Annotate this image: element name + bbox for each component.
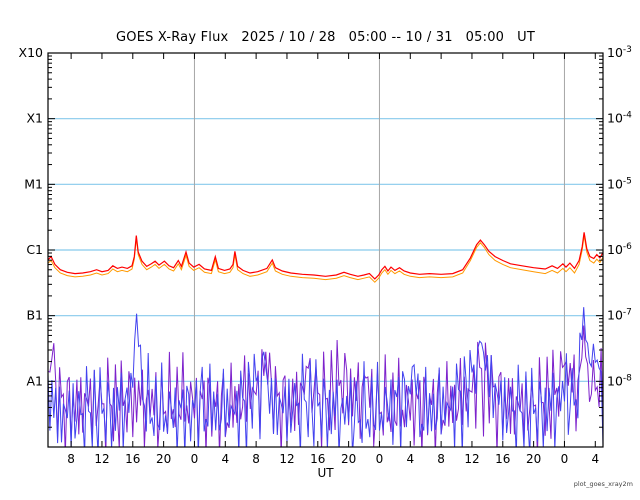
x-tick-label: 0 — [376, 452, 384, 466]
y-right-label: 10-7 — [607, 308, 632, 323]
x-tick-label: 4 — [406, 452, 414, 466]
x-tick-label: 16 — [310, 452, 325, 466]
y-left-label: B1 — [26, 308, 43, 323]
y-right-label: 10-4 — [607, 111, 632, 126]
x-tick-label: 16 — [495, 452, 510, 466]
y-left-label: X10 — [19, 45, 44, 60]
x-tick-label: 20 — [341, 452, 356, 466]
x-tick-label: 0 — [561, 452, 569, 466]
series-xray-long-secondary — [48, 235, 603, 283]
x-tick-label: 8 — [437, 452, 445, 466]
series-xray-short-primary — [48, 307, 603, 447]
watermark-text: plot_goes_xray2m — [573, 480, 633, 488]
x-tick-label: 4 — [221, 452, 229, 466]
y-right-label: 10-6 — [607, 242, 632, 257]
y-left-label: M1 — [24, 176, 43, 191]
x-tick-label: 20 — [156, 452, 171, 466]
x-tick-label: 12 — [464, 452, 479, 466]
x-tick-label: 4 — [591, 452, 599, 466]
x-tick-label: 8 — [252, 452, 260, 466]
chart-title: GOES X-Ray Flux 2025 / 10 / 28 05:00 -- … — [115, 30, 536, 45]
x-tick-label: 20 — [526, 452, 541, 466]
y-right-label: 10-8 — [607, 373, 632, 388]
y-right-label: 10-5 — [607, 176, 632, 191]
x-tick-label: 12 — [94, 452, 109, 466]
y-left-label: X1 — [26, 111, 43, 126]
y-left-label: A1 — [26, 373, 43, 388]
y-left-label: C1 — [26, 242, 43, 257]
x-tick-label: 8 — [67, 452, 75, 466]
series-xray-long-primary — [48, 232, 603, 280]
x-tick-label: 16 — [125, 452, 140, 466]
x-tick-label: 12 — [279, 452, 294, 466]
y-right-label: 10-3 — [607, 45, 632, 60]
x-axis-label: UT — [317, 466, 334, 480]
x-tick-label: 0 — [191, 452, 199, 466]
